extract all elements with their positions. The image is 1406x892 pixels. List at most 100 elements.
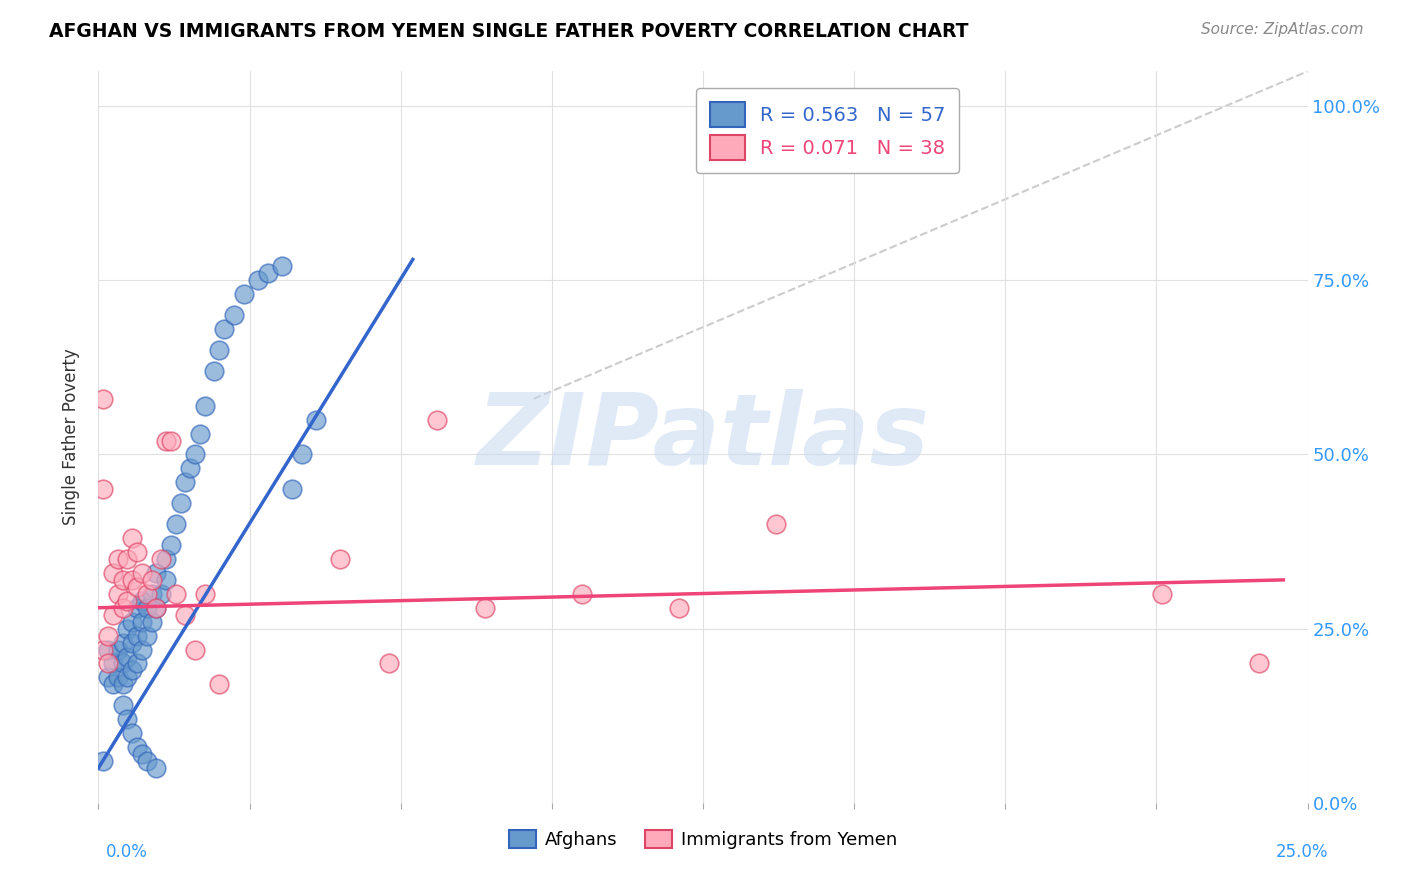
Point: [155, 573, 177, 587]
Point: [194, 399, 217, 413]
Point: [97, 642, 120, 657]
Point: [121, 664, 143, 678]
Point: [281, 483, 304, 497]
Point: [121, 531, 143, 545]
Point: [111, 635, 134, 649]
Point: [131, 642, 153, 657]
Point: [474, 600, 496, 615]
Point: [150, 587, 173, 601]
Point: [1249, 657, 1271, 671]
Point: [290, 448, 312, 462]
Point: [111, 600, 134, 615]
Point: [160, 434, 183, 448]
Point: [184, 448, 207, 462]
Point: [165, 517, 187, 532]
Point: [121, 726, 143, 740]
Point: [188, 426, 211, 441]
Point: [194, 587, 217, 601]
Point: [131, 615, 153, 629]
Point: [135, 754, 157, 768]
Point: [329, 552, 352, 566]
Point: [212, 322, 235, 336]
Point: [204, 364, 226, 378]
Point: [145, 600, 167, 615]
Point: [111, 677, 134, 691]
Point: [117, 594, 139, 608]
Point: [131, 566, 153, 580]
Point: [169, 496, 191, 510]
Point: [174, 607, 197, 622]
Point: [111, 698, 134, 713]
Text: 25.0%: 25.0%: [1277, 843, 1329, 861]
Point: [150, 552, 173, 566]
Point: [127, 740, 149, 755]
Point: [131, 594, 153, 608]
Point: [141, 573, 163, 587]
Point: [247, 273, 270, 287]
Text: ZIPatlas: ZIPatlas: [477, 389, 929, 485]
Point: [111, 657, 134, 671]
Point: [668, 600, 690, 615]
Point: [121, 615, 143, 629]
Point: [101, 657, 124, 671]
Text: 0.0%: 0.0%: [105, 843, 148, 861]
Point: [426, 412, 449, 426]
Point: [97, 629, 120, 643]
Point: [111, 573, 134, 587]
Point: [141, 587, 163, 601]
Point: [101, 677, 124, 691]
Point: [208, 677, 231, 691]
Point: [155, 552, 177, 566]
Point: [179, 461, 201, 475]
Point: [91, 642, 114, 657]
Point: [1152, 587, 1174, 601]
Point: [174, 475, 197, 490]
Point: [131, 747, 153, 761]
Point: [145, 600, 167, 615]
Point: [91, 483, 114, 497]
Point: [107, 642, 129, 657]
Point: [107, 587, 129, 601]
Text: Source: ZipAtlas.com: Source: ZipAtlas.com: [1201, 22, 1364, 37]
Point: [155, 434, 177, 448]
Point: [145, 566, 167, 580]
Point: [121, 573, 143, 587]
Point: [101, 566, 124, 580]
Point: [135, 587, 157, 601]
Point: [765, 517, 787, 532]
Text: AFGHAN VS IMMIGRANTS FROM YEMEN SINGLE FATHER POVERTY CORRELATION CHART: AFGHAN VS IMMIGRANTS FROM YEMEN SINGLE F…: [49, 22, 969, 41]
Point: [127, 545, 149, 559]
Point: [91, 754, 114, 768]
Point: [271, 260, 294, 274]
Point: [222, 308, 245, 322]
Y-axis label: Single Father Poverty: Single Father Poverty: [62, 349, 80, 525]
Point: [256, 266, 278, 280]
Legend: R = 0.563   N = 57, R = 0.071   N = 38: R = 0.563 N = 57, R = 0.071 N = 38: [696, 88, 959, 173]
Point: [135, 629, 157, 643]
Point: [117, 622, 139, 636]
Point: [232, 287, 254, 301]
Point: [117, 670, 139, 684]
Point: [107, 552, 129, 566]
Point: [117, 649, 139, 664]
Point: [101, 607, 124, 622]
Point: [141, 615, 163, 629]
Point: [165, 587, 187, 601]
Point: [377, 657, 399, 671]
Point: [145, 761, 167, 775]
Point: [97, 657, 120, 671]
Point: [91, 392, 114, 406]
Point: [127, 600, 149, 615]
Point: [127, 629, 149, 643]
Point: [127, 657, 149, 671]
Point: [121, 635, 143, 649]
Point: [135, 600, 157, 615]
Point: [208, 343, 231, 357]
Point: [117, 552, 139, 566]
Point: [127, 580, 149, 594]
Point: [117, 712, 139, 726]
Point: [571, 587, 593, 601]
Point: [305, 412, 328, 426]
Legend: Afghans, Immigrants from Yemen: Afghans, Immigrants from Yemen: [502, 822, 904, 856]
Point: [160, 538, 183, 552]
